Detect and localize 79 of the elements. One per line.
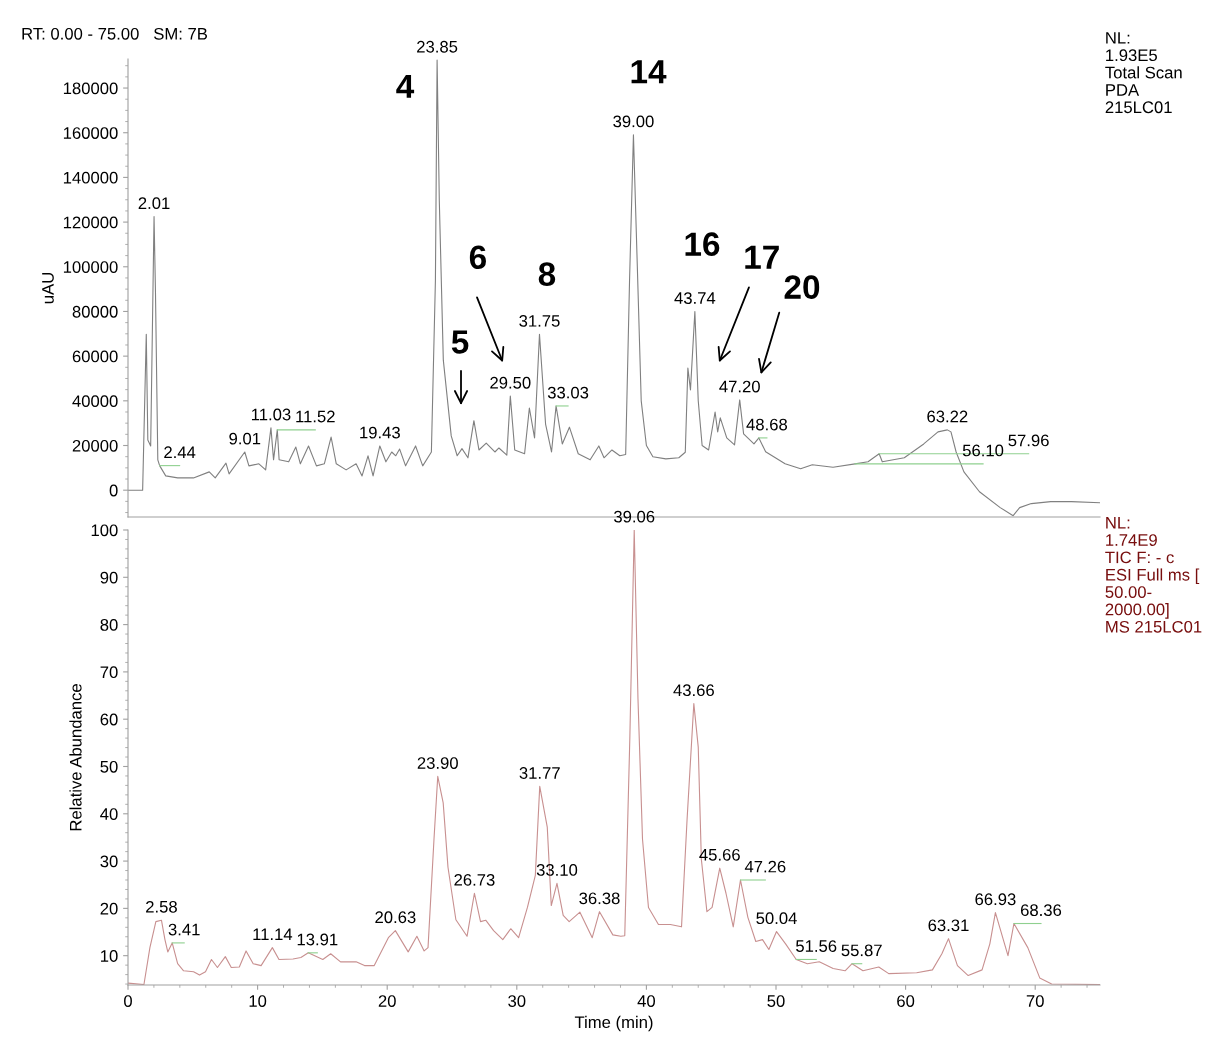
annotation: 20.63 [375, 911, 416, 924]
y-tick-label: 30 [100, 855, 118, 868]
annotation: 56.10 [962, 444, 1004, 457]
annotation: 47.20 [719, 380, 760, 393]
y-tick-label: 80 [100, 619, 118, 631]
y-tick-label: 40000 [72, 395, 118, 408]
annotation: 45.66 [699, 848, 740, 861]
y-tick-label: 160000 [63, 127, 118, 139]
x-tick-label: 30 [508, 995, 526, 1007]
annotation: 17 [745, 245, 779, 269]
annotation: 2.44 [164, 446, 196, 458]
y-tick-label: 10 [101, 950, 118, 962]
annotation: 26.73 [454, 873, 495, 886]
annotation: 33.10 [536, 864, 578, 876]
y-tick-label: 40 [100, 808, 118, 820]
annotation: 31.75 [519, 314, 560, 327]
annotation: 8 [538, 262, 556, 286]
y-tick-label: 180000 [63, 82, 118, 95]
x-tick-label: 70 [1026, 995, 1044, 1007]
x-tick-label: 50 [767, 995, 785, 1007]
y-tick-label: 60000 [72, 350, 118, 363]
annotation: 19.43 [360, 426, 400, 439]
annotation: 66.93 [975, 893, 1016, 906]
annotation: 48.68 [746, 418, 788, 431]
chart-title: RT: 0.00 - 75.00 SM: 7B [22, 27, 208, 40]
annotation: 47.26 [744, 860, 786, 873]
annotation: 9.01 [229, 432, 261, 445]
y-tick-label: 100 [91, 524, 118, 537]
annotation: 43.74 [674, 292, 716, 304]
annotation: 16 [685, 232, 720, 256]
annotation: 29.50 [490, 376, 531, 389]
y-tick-label: 20000 [72, 439, 118, 452]
annotation: 43.66 [673, 684, 714, 697]
y-axis-title: Relative Abundance [69, 684, 82, 831]
annotation: 39.00 [613, 115, 654, 128]
annotation: 13.91 [297, 933, 338, 946]
x-tick-label: 60 [897, 995, 915, 1007]
annotation: 11.52 [296, 410, 335, 423]
annotation: 5 [451, 330, 469, 354]
y-axis-title: uAU [42, 273, 54, 304]
annotation: 23.85 [417, 40, 458, 53]
y-tick-label: 50 [100, 760, 118, 773]
x-tick-label: 40 [637, 995, 656, 1007]
annotation: 39.06 [614, 510, 655, 523]
annotation: 31.77 [519, 767, 560, 779]
x-tick-label: 0 [124, 995, 132, 1007]
annotation: 4 [396, 74, 415, 98]
annotation: 14 [631, 60, 667, 84]
y-tick-label: 100000 [63, 261, 118, 273]
annotation: 20 [784, 275, 820, 299]
annotation: 55.87 [841, 944, 882, 957]
annotation: 11.14 [253, 928, 293, 941]
x-tick-label: 10 [249, 995, 267, 1007]
text: NL: 1.93E5 Total Scan PDA 215LC01 [1105, 32, 1182, 114]
annotation: 63.31 [928, 919, 969, 932]
y-tick-label: 80000 [72, 305, 118, 318]
x-tick-label: 20 [378, 995, 396, 1007]
annotation: 11.03 [251, 408, 291, 421]
y-tick-label: 60 [100, 713, 118, 726]
annotation: 63.22 [927, 410, 968, 423]
x-axis-title: Time (min) [574, 1015, 653, 1032]
annotation: 33.03 [547, 386, 589, 399]
y-tick-label: 70 [100, 666, 118, 679]
annotation: 36.38 [579, 892, 620, 905]
text: NL: 1.74E9 TIC F: - c ESI Full ms [ 50.00- 2000.00] MS 215LC01 [1105, 516, 1202, 633]
annotation: 51.56 [796, 940, 837, 952]
annotation: 68.36 [1020, 904, 1062, 917]
annotation: 23.90 [417, 757, 458, 769]
annotation: 6 [469, 245, 486, 270]
y-tick-label: 140000 [63, 171, 118, 184]
y-tick-label: 0 [109, 484, 118, 497]
annotation: 57.96 [1008, 434, 1049, 447]
y-tick-label: 90 [100, 571, 118, 584]
annotation: 50.04 [756, 912, 797, 925]
y-tick-label: 20 [100, 902, 118, 915]
y-tick-label: 120000 [63, 216, 118, 229]
annotation: 2.58 [146, 900, 177, 913]
annotation: 3.41 [168, 923, 200, 936]
annotation: 2.01 [138, 197, 170, 210]
